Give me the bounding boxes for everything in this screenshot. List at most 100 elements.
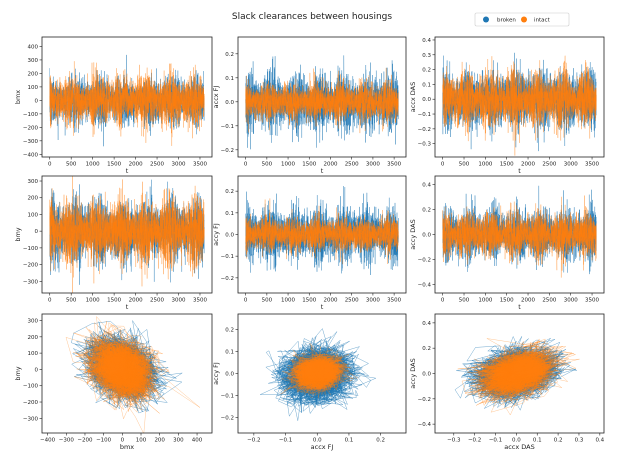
x-tick-label: 0	[244, 162, 248, 168]
x-tick-label: 2000	[323, 298, 337, 304]
x-tick-label: 0.0	[313, 438, 322, 444]
x-axis-label: t	[321, 167, 324, 175]
y-tick-label: 0.2	[225, 52, 234, 58]
y-axis-label: accy FJ	[212, 362, 220, 385]
y-axis-label: accy DAS	[409, 358, 417, 389]
y-axis-label: bmx	[14, 90, 22, 104]
x-tick-label: −0.2	[247, 438, 260, 444]
y-tick-label: −0.2	[221, 416, 234, 422]
y-tick-label: −200	[23, 263, 39, 269]
plot-area	[49, 54, 205, 147]
y-tick-label: −0.2	[418, 397, 431, 403]
y-tick-label: −0.2	[221, 276, 234, 282]
y-tick-label: 0.0	[225, 233, 234, 239]
y-tick-label: 200	[28, 335, 39, 341]
x-tick-label: 3000	[366, 298, 380, 304]
subplot-3: 0 500 1000 1500 2000 2500 3000 3500 −0.3 −0.2 −0.1…	[409, 36, 605, 175]
y-tick-label: −0.1	[221, 254, 234, 260]
x-axis-label: accx FJ	[311, 443, 334, 451]
y-tick-label: 300	[28, 179, 39, 185]
x-tick-label: 3000	[564, 162, 578, 168]
axes-frame	[237, 36, 407, 158]
y-tick-label: −400	[23, 152, 39, 158]
x-tick-label: −0.2	[468, 438, 481, 444]
legend-marker-broken	[483, 16, 489, 23]
x-tick-label: 2000	[129, 162, 143, 168]
y-tick-label: −100	[23, 246, 39, 252]
x-tick-label: 1000	[86, 298, 100, 304]
x-axis-label: t	[126, 167, 129, 175]
y-tick-label: 0	[35, 367, 39, 373]
series-intact-line	[49, 176, 205, 293]
x-tick-label: 3000	[564, 298, 578, 304]
y-tick-label: 300	[28, 319, 39, 325]
y-tick-label: −300	[23, 416, 39, 422]
y-tick-label: −0.4	[418, 422, 432, 428]
x-tick-label: −300	[59, 438, 75, 444]
x-tick-label: −0.1	[279, 438, 292, 444]
y-tick-label: −300	[23, 139, 39, 145]
y-tick-label: 0.2	[225, 327, 234, 333]
y-tick-label: 0.1	[225, 211, 234, 217]
y-tick-label: 200	[28, 196, 39, 202]
x-tick-label: 2000	[521, 298, 535, 304]
y-tick-label: −0.2	[418, 257, 431, 263]
x-tick-label: 2500	[150, 162, 164, 168]
x-tick-label: 1500	[107, 162, 121, 168]
y-axis-label: accx FJ	[212, 86, 220, 109]
axes-frame	[434, 36, 605, 158]
y-tick-label: 0.2	[422, 346, 431, 352]
series-intact-trajectory	[65, 315, 201, 433]
x-tick-label: 0.4	[595, 438, 604, 444]
x-tick-label: 2500	[345, 298, 359, 304]
y-tick-label: −0.4	[418, 282, 432, 288]
x-tick-label: −0.1	[489, 438, 502, 444]
x-tick-label: 3500	[387, 162, 401, 168]
subplot-6: 0 500 1000 1500 2000 2500 3000 3500 −0.4 −0.2 0.0 0…	[409, 175, 605, 311]
y-tick-label: −200	[23, 400, 39, 406]
y-tick-label: 0.1	[225, 76, 234, 82]
y-tick-label: 400	[28, 44, 39, 50]
x-tick-label: 1500	[302, 298, 316, 304]
x-tick-label: 300	[173, 438, 184, 444]
y-tick-label: 100	[28, 212, 39, 218]
x-tick-label: 1500	[107, 298, 121, 304]
series-intact-line	[49, 61, 205, 146]
x-axis-label: t	[321, 303, 324, 311]
series-intact-line	[442, 195, 597, 278]
subplot-5: 0 500 1000 1500 2000 2500 3000 3500 −0.2 −0.1 0.0 0…	[212, 175, 407, 311]
x-tick-label: 3500	[585, 298, 599, 304]
x-tick-label: 1000	[478, 298, 492, 304]
subplot-9: −0.3 −0.2 −0.1 0.0 0.1 0.2 0.3 0.4 −0.4 −0.2 0.0 0.…	[409, 313, 605, 451]
x-tick-label: 3000	[172, 298, 186, 304]
y-tick-label: 300	[28, 58, 39, 64]
y-tick-label: −0.1	[418, 112, 431, 118]
x-tick-label: 3500	[193, 162, 207, 168]
x-tick-label: 200	[154, 438, 165, 444]
y-tick-label: 0.1	[422, 82, 431, 88]
x-tick-label: 0.2	[554, 438, 563, 444]
y-tick-label: 100	[28, 85, 39, 91]
subplot-8: −0.2 −0.1 0.0 0.1 0.2 −0.2 −0.1 0.0 0.1 0.2 accx F…	[212, 313, 407, 451]
y-axis-label: accx DAS	[409, 82, 417, 113]
x-tick-label: 1500	[500, 162, 514, 168]
y-tick-label: −100	[23, 112, 39, 118]
plot-area	[65, 315, 201, 433]
x-axis-label: t	[126, 303, 129, 311]
y-tick-label: 100	[28, 351, 39, 357]
y-tick-label: 0.0	[422, 97, 431, 103]
y-tick-label: 0.4	[422, 321, 431, 327]
x-axis-label: bmx	[120, 443, 134, 451]
y-tick-label: 200	[28, 71, 39, 77]
subplot-2: 0 500 1000 1500 2000 2500 3000 3500 −0.2 −0.1 0.0 0…	[212, 36, 407, 175]
legend-marker-intact	[521, 16, 527, 23]
y-tick-label: −300	[23, 279, 39, 285]
x-tick-label: 500	[262, 298, 273, 304]
subplot-1: 0 500 1000 1500 2000 2500 3000 3500−400−300−200…	[14, 36, 213, 175]
y-tick-label: −0.1	[221, 394, 234, 400]
plot-area	[442, 185, 597, 278]
y-tick-label: 0.1	[225, 349, 234, 355]
y-tick-label: 0.3	[422, 53, 431, 59]
x-tick-label: 0.1	[533, 438, 542, 444]
legend-label-broken: broken	[497, 18, 516, 24]
